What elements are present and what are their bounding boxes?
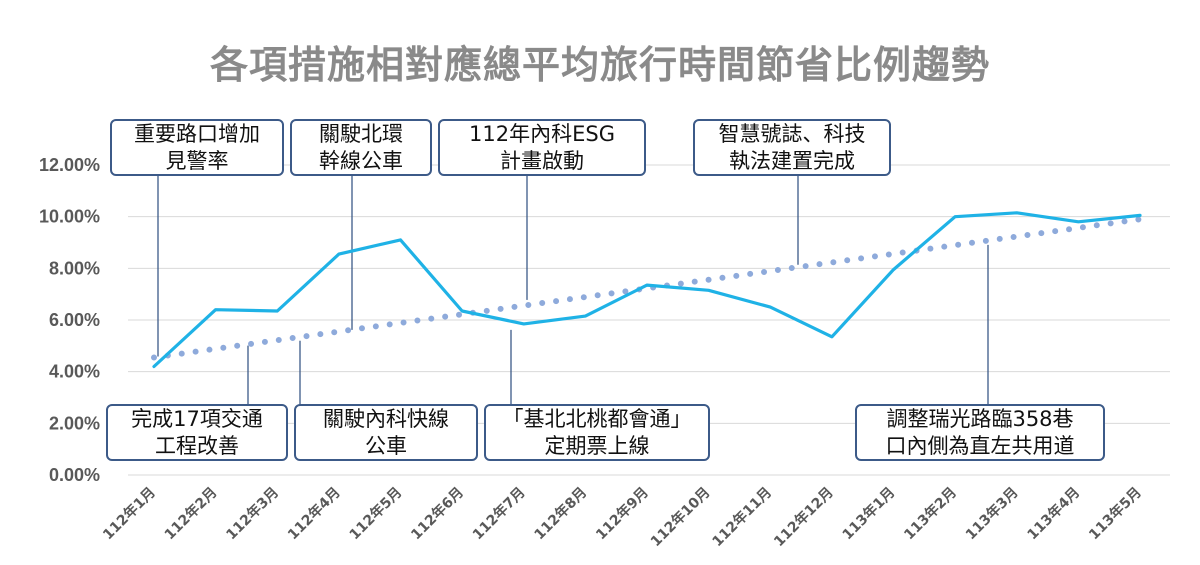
series-line <box>152 211 1142 369</box>
y-tick-label: 8.00% <box>49 258 100 278</box>
y-axis-ticks: 0.00% 2.00% 4.00% 6.00% 8.00% 10.00% 12.00% <box>39 155 100 485</box>
x-tick-label: 112年1月 <box>99 484 158 543</box>
x-tick-label: 112年10月 <box>647 484 713 550</box>
chart-title: 各項措施相對應總平均旅行時間節省比例趨勢 <box>209 43 990 87</box>
x-tick-label: 112年3月 <box>223 484 282 543</box>
x-tick-label: 113年4月 <box>1024 484 1083 543</box>
x-tick-label: 112年4月 <box>284 484 343 543</box>
annotation-callout: 112年內科ESG 計畫啟動 <box>438 119 646 176</box>
y-tick-label: 0.00% <box>49 465 100 485</box>
x-tick-label: 113年5月 <box>1085 484 1144 543</box>
x-tick-label: 112年11月 <box>709 484 775 550</box>
x-tick-label: 113年1月 <box>839 484 898 543</box>
y-tick-label: 10.00% <box>39 207 100 227</box>
x-tick-label: 113年3月 <box>962 484 1021 543</box>
x-axis-ticks: 112年1月 112年2月 112年3月 112年4月 112年5月 112年6月 112年… <box>99 484 1144 550</box>
x-tick-label: 112年6月 <box>408 484 467 543</box>
x-tick-label: 112年12月 <box>770 484 836 550</box>
trendline <box>151 216 1143 361</box>
annotation-callout: 重要路口增加 見警率 <box>110 119 284 176</box>
y-tick-label: 4.00% <box>49 362 100 382</box>
x-tick-label: 112年2月 <box>161 484 220 543</box>
annotation-callout: 關駛內科快線 公車 <box>294 404 478 461</box>
annotation-callout: 智慧號誌、科技 執法建置完成 <box>693 119 891 176</box>
series-line-path <box>152 211 1142 369</box>
x-tick-label: 112年8月 <box>531 484 590 543</box>
x-tick-label: 112年7月 <box>469 484 528 543</box>
annotation-callout: 完成17項交通 工程改善 <box>106 404 288 461</box>
x-tick-label: 112年9月 <box>592 484 651 543</box>
callout-leader-lines <box>157 176 989 404</box>
annotation-callout: 調整瑞光路臨358巷 口內側為直左共用道 <box>855 404 1105 461</box>
x-tick-label: 112年5月 <box>346 484 405 543</box>
trendline-dotted <box>151 216 1143 361</box>
x-tick-label: 113年2月 <box>901 484 960 543</box>
y-tick-label: 12.00% <box>39 155 100 175</box>
y-tick-label: 6.00% <box>49 310 100 330</box>
y-tick-label: 2.00% <box>49 413 100 433</box>
annotation-callout: 「基北北桃都會通」 定期票上線 <box>484 404 710 461</box>
annotation-callout: 關駛北環 幹線公車 <box>290 119 432 176</box>
